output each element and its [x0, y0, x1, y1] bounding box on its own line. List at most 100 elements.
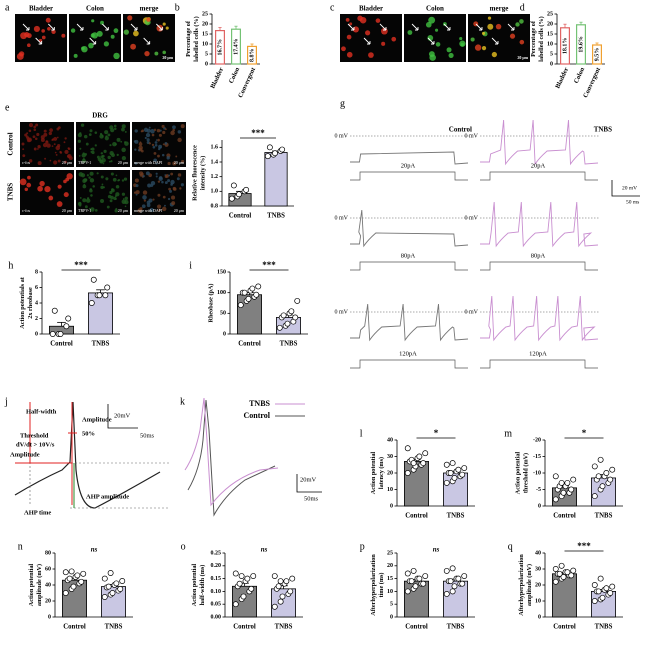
cell — [116, 137, 121, 142]
cell — [124, 196, 129, 201]
cell — [113, 52, 120, 60]
cell — [124, 141, 129, 146]
error-bar — [595, 42, 599, 45]
x-tick-label: TNBS — [595, 624, 613, 631]
data-point — [96, 292, 103, 299]
data-point — [271, 603, 278, 610]
cell — [151, 133, 155, 137]
significance: *** — [577, 541, 591, 551]
data-point — [420, 460, 427, 467]
data-point — [461, 573, 468, 579]
cell — [92, 185, 95, 188]
y-axis-label: Rheobase (pA) — [208, 283, 215, 322]
cell — [381, 41, 386, 46]
cell — [134, 148, 137, 151]
x-tick-label: Colon — [573, 66, 587, 84]
annotation: Threshold — [20, 432, 49, 439]
cell — [164, 141, 168, 145]
panel-letter: h — [8, 260, 13, 271]
data-point — [230, 182, 237, 189]
data-point — [416, 575, 423, 582]
cell — [53, 160, 58, 165]
y-axis-label: amplitude (mV) — [526, 564, 533, 606]
cell — [515, 22, 520, 27]
cell — [161, 180, 164, 184]
image-caption: TRPV-1 — [78, 208, 91, 213]
x-tick-label: TNBS — [267, 213, 285, 220]
data-point — [105, 583, 112, 590]
cell — [147, 183, 152, 188]
data-point — [591, 582, 598, 588]
cell — [157, 193, 161, 197]
cell — [85, 178, 88, 182]
row-label: TNBS — [7, 183, 15, 201]
cell — [168, 187, 171, 191]
significance: *** — [74, 260, 88, 270]
image-label: Bladder — [29, 5, 53, 13]
cell — [146, 203, 151, 208]
cell — [107, 133, 111, 137]
error-bar — [57, 321, 66, 327]
cell — [167, 197, 171, 201]
cell — [80, 123, 85, 127]
data-point — [245, 295, 252, 302]
data-point — [595, 473, 602, 480]
data-point — [597, 456, 604, 463]
data-point — [244, 575, 251, 582]
arrow — [507, 23, 515, 31]
arrow — [379, 23, 387, 31]
y-axis-label: latency (ms) — [378, 457, 385, 489]
image-caption: merge with DAPI — [134, 208, 163, 213]
cell — [90, 207, 95, 212]
annotation: dV/dt > 10V/s — [16, 441, 55, 448]
cell — [158, 209, 161, 212]
cell — [114, 195, 117, 198]
cell — [172, 125, 176, 130]
bar — [264, 152, 288, 207]
cell — [156, 204, 162, 209]
cell — [99, 132, 103, 136]
data-point — [232, 601, 239, 608]
cell — [64, 149, 69, 155]
cell — [64, 160, 67, 164]
value-label: 18.1% — [562, 38, 568, 55]
cell — [155, 139, 158, 141]
data-point — [459, 471, 466, 478]
cell — [77, 133, 82, 138]
cell — [149, 207, 154, 213]
data-point — [404, 470, 411, 476]
stimulus — [350, 261, 468, 271]
cell — [114, 127, 117, 131]
scale-label: 50 ms — [626, 199, 639, 205]
cell — [158, 133, 162, 137]
image-label: Colon — [86, 5, 104, 13]
cell — [180, 183, 184, 187]
cell — [121, 124, 126, 129]
y-tick-label: 0 — [35, 331, 38, 337]
cell — [166, 156, 170, 160]
cell — [46, 143, 51, 148]
cell — [36, 148, 39, 150]
x-tick-label: TNBS — [280, 341, 298, 348]
cell — [59, 150, 62, 154]
data-point — [80, 570, 87, 577]
x-tick-label: Control — [238, 341, 261, 348]
data-point — [101, 594, 108, 600]
image-caption: c-fos — [22, 160, 30, 165]
y-tick-label: 40 — [387, 437, 393, 443]
y-tick-label: 1.4 — [211, 159, 219, 165]
data-point — [51, 307, 58, 314]
cell — [154, 141, 158, 144]
data-point — [408, 578, 415, 585]
cell — [107, 155, 111, 160]
y-tick-label: 0 — [390, 614, 393, 620]
cell — [37, 161, 42, 166]
panel-letter: c — [330, 2, 335, 13]
data-point — [558, 479, 565, 486]
value-label: 17.4% — [233, 38, 239, 55]
zero-label: 0 mV — [335, 309, 349, 315]
cell — [89, 171, 94, 176]
y-tick-label: -10 — [533, 470, 541, 476]
cell — [86, 197, 90, 200]
